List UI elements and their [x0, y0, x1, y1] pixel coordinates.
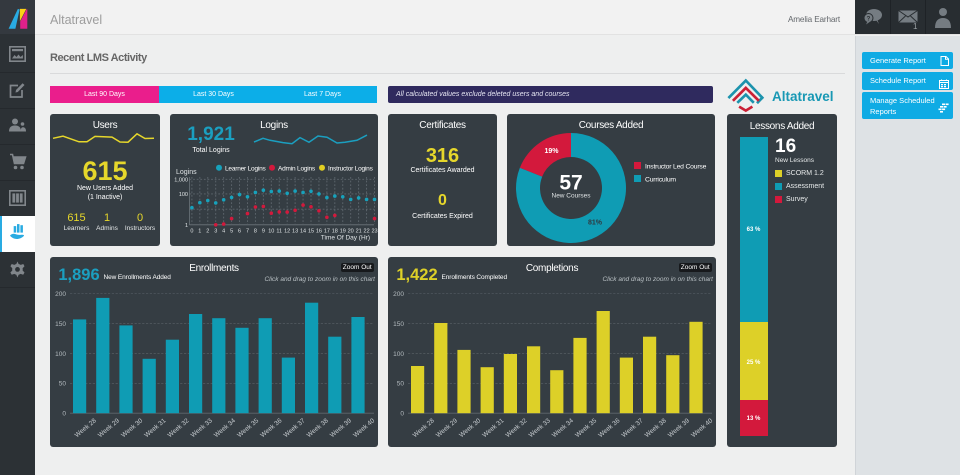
svg-text:Week 29: Week 29 [97, 417, 121, 439]
svg-text:Week 31: Week 31 [481, 417, 505, 439]
svg-text:Curriculum: Curriculum [645, 176, 676, 183]
svg-text:17: 17 [324, 228, 330, 234]
svg-text:57: 57 [559, 171, 582, 194]
svg-text:Week 35: Week 35 [236, 417, 260, 439]
svg-text:Time Of Day (Hr): Time Of Day (Hr) [321, 234, 370, 241]
svg-text:Week 36: Week 36 [259, 417, 283, 439]
svg-text:200: 200 [55, 291, 66, 298]
svg-text:12: 12 [284, 228, 290, 234]
svg-text:Week 31: Week 31 [143, 417, 167, 439]
svg-text:23: 23 [371, 228, 377, 234]
svg-text:Week 35: Week 35 [574, 417, 598, 439]
svg-text:Week 37: Week 37 [621, 417, 645, 439]
svg-text:?: ? [867, 17, 871, 23]
svg-text:16: 16 [316, 228, 322, 234]
svg-text:13: 13 [292, 228, 298, 234]
svg-text:1,000: 1,000 [174, 177, 188, 183]
svg-text:100: 100 [179, 192, 188, 198]
svg-text:19: 19 [340, 228, 346, 234]
svg-text:11: 11 [276, 228, 282, 234]
svg-text:7: 7 [246, 228, 249, 234]
svg-text:150: 150 [55, 320, 66, 327]
svg-text:0: 0 [190, 228, 193, 234]
svg-text:New Courses: New Courses [551, 192, 591, 199]
svg-text:Week 40: Week 40 [690, 417, 714, 439]
svg-text:0: 0 [400, 410, 404, 417]
svg-text:19%: 19% [544, 148, 559, 155]
svg-text:Week 28: Week 28 [412, 417, 436, 439]
svg-text:Instructor Led Course: Instructor Led Course [645, 163, 707, 170]
svg-text:Week 38: Week 38 [306, 417, 330, 439]
svg-text:200: 200 [393, 291, 404, 298]
svg-text:100: 100 [55, 350, 66, 357]
svg-text:6: 6 [238, 228, 241, 234]
svg-text:Week 40: Week 40 [352, 417, 376, 439]
svg-text:1: 1 [198, 228, 201, 234]
svg-text:Logins: Logins [176, 169, 197, 176]
svg-text:15: 15 [308, 228, 314, 234]
svg-text:50: 50 [59, 380, 67, 387]
svg-text:Week 34: Week 34 [213, 417, 237, 439]
svg-text:Week 39: Week 39 [329, 417, 353, 439]
svg-text:Week 33: Week 33 [528, 417, 552, 439]
svg-text:Admin Logins: Admin Logins [278, 165, 316, 172]
svg-text:21: 21 [356, 228, 362, 234]
svg-text:100: 100 [393, 350, 404, 357]
svg-text:10: 10 [268, 228, 274, 234]
svg-text:Instructor Logins: Instructor Logins [328, 165, 374, 172]
svg-text:1: 1 [185, 223, 188, 229]
svg-text:20: 20 [348, 228, 354, 234]
svg-text:Week 32: Week 32 [505, 417, 529, 439]
svg-text:22: 22 [364, 228, 370, 234]
svg-text:4: 4 [222, 228, 225, 234]
svg-text:Week 39: Week 39 [667, 417, 691, 439]
svg-text:81%: 81% [588, 219, 603, 226]
svg-text:Week 33: Week 33 [190, 417, 214, 439]
svg-text:0: 0 [62, 410, 66, 417]
svg-text:18: 18 [332, 228, 338, 234]
svg-text:14: 14 [300, 228, 306, 234]
svg-text:5: 5 [230, 228, 233, 234]
svg-text:Week 34: Week 34 [551, 417, 575, 439]
svg-text:50: 50 [397, 380, 405, 387]
svg-text:Week 30: Week 30 [120, 417, 144, 439]
svg-text:Learner Logins: Learner Logins [225, 165, 267, 172]
svg-text:Week 28: Week 28 [74, 417, 98, 439]
svg-text:Week 30: Week 30 [458, 417, 482, 439]
svg-text:3: 3 [214, 228, 217, 234]
svg-text:Week 32: Week 32 [167, 417, 191, 439]
svg-text:150: 150 [393, 320, 404, 327]
svg-text:Week 38: Week 38 [644, 417, 668, 439]
svg-text:2: 2 [206, 228, 209, 234]
svg-text:9: 9 [262, 228, 265, 234]
svg-text:Week 29: Week 29 [435, 417, 459, 439]
svg-text:Week 37: Week 37 [283, 417, 307, 439]
svg-text:8: 8 [254, 228, 257, 234]
svg-text:Week 36: Week 36 [597, 417, 621, 439]
